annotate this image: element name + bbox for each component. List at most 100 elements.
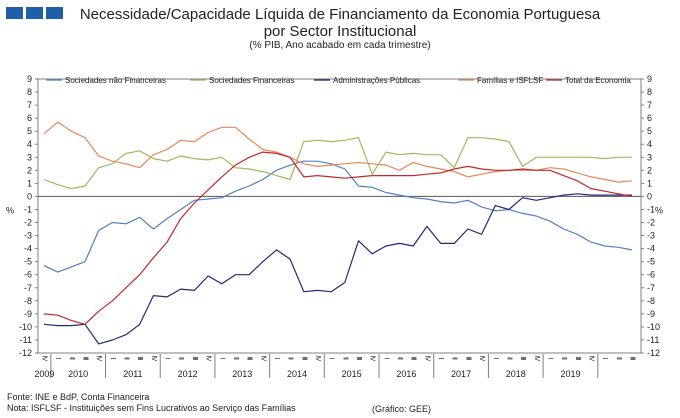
quarter-label: I	[492, 358, 499, 360]
quarter-label: III	[355, 357, 362, 361]
quarter-label: I	[218, 358, 225, 360]
legend-label: Famílias e ISFLSF	[477, 76, 543, 85]
year-label: 2010	[68, 369, 88, 379]
y-axis-label-left: %	[6, 205, 14, 215]
plot-frame	[37, 78, 642, 354]
y-tick-label-left: 6	[27, 113, 32, 123]
chart-title: Necessidade/Capacidade Líquida de Financ…	[79, 6, 601, 23]
chart-title-line2: por Sector Institucional	[263, 23, 417, 40]
y-tick-label-right: -2	[647, 218, 655, 228]
quarter-label: III	[191, 357, 198, 361]
y-tick-label-right: -12	[647, 348, 660, 358]
quarter-label: II	[232, 357, 239, 360]
y-tick-label-right: 7	[647, 100, 652, 110]
quarter-label: II	[341, 357, 348, 360]
y-tick-label-left: -12	[19, 348, 32, 358]
quarter-label: I	[54, 358, 61, 360]
quarter-label: III	[82, 357, 89, 361]
quarter-label: I	[437, 358, 444, 360]
gee-logo	[6, 7, 63, 19]
quarter-label: III	[629, 357, 636, 361]
quarter-label: II	[396, 357, 403, 360]
year-label: 2009	[34, 369, 54, 379]
y-tick-label-left: -5	[24, 257, 32, 267]
legend: Sociedades não Financeiras Sociedades Fin…	[46, 76, 631, 85]
y-tick-label-right: 5	[647, 126, 652, 136]
quarter-label: IV	[533, 356, 540, 362]
y-tick-label-left: -1	[24, 204, 32, 214]
year-label: 2011	[123, 369, 142, 379]
y-tick-label-left: -6	[24, 270, 32, 280]
quarter-label: III	[246, 357, 253, 361]
quarter-label: III	[136, 357, 143, 361]
y-tick-label-left: 4	[27, 139, 32, 149]
y-tick-label-right: -6	[647, 270, 655, 280]
year-label: 2019	[560, 369, 580, 379]
y-tick-label-left: -7	[24, 283, 32, 293]
quarter-label: III	[519, 357, 526, 361]
y-tick-label-left: -4	[24, 244, 32, 254]
quarter-label: I	[601, 358, 608, 360]
y-tick-label-right: -7	[647, 283, 655, 293]
y-tick-label-left: 8	[27, 87, 32, 97]
source-note: Fonte: INE e BdP, Conta Financeira	[7, 392, 150, 402]
quarter-label: IV	[587, 356, 594, 362]
y-tick-label-right: 8	[647, 87, 652, 97]
y-axis-label-right: %	[655, 205, 663, 215]
quarter-label: I	[109, 358, 116, 360]
legend-label: Sociedades Financeiras	[209, 76, 294, 85]
quarter-label: III	[300, 357, 307, 361]
year-label: 2016	[396, 369, 416, 379]
y-tick-label-right: -3	[647, 231, 655, 241]
y-tick-label-left: 7	[27, 100, 32, 110]
y-tick-label-left: -9	[24, 309, 32, 319]
quarter-label: II	[177, 357, 184, 360]
year-label: 2013	[232, 369, 252, 379]
quarter-label: II	[505, 357, 512, 360]
quarter-label: III	[410, 357, 417, 361]
quarter-label: I	[382, 358, 389, 360]
y-tick-label-left: 5	[27, 126, 32, 136]
footnote: Nota: ISFLSF - Instituições sem Fins Luc…	[7, 403, 296, 413]
y-tick-label-left: 1	[27, 178, 32, 188]
y-tick-label-right: -10	[647, 322, 660, 332]
y-tick-label-left: 3	[27, 152, 32, 162]
legend-label: Administrações Públicas	[333, 76, 420, 85]
y-tick-label-left: -11	[20, 335, 32, 345]
quarter-label: II	[123, 357, 130, 360]
year-label: 2014	[287, 369, 307, 379]
quarter-label: I	[273, 358, 280, 360]
y-tick-label-right: 9	[647, 74, 652, 84]
y-tick-label-left: -3	[24, 231, 32, 241]
year-label: 2017	[451, 369, 471, 379]
y-tick-label-right: -1	[647, 204, 655, 214]
legend-label: Total da Economia	[565, 76, 631, 85]
quarter-label: III	[464, 357, 471, 361]
y-tick-label-left: 2	[27, 165, 32, 175]
quarter-label: II	[560, 357, 567, 360]
quarter-label: II	[451, 357, 458, 360]
quarter-label: II	[615, 357, 622, 360]
y-tick-label-right: 4	[647, 139, 652, 149]
y-tick-label-right: -4	[647, 244, 655, 254]
y-tick-label-right: 0	[647, 191, 652, 201]
graphic-credit: (Gráfico: GEE)	[372, 404, 432, 414]
y-tick-label-left: 9	[27, 74, 32, 84]
quarter-label: IV	[259, 356, 266, 362]
quarter-label: II	[287, 357, 294, 360]
quarter-label: IV	[41, 356, 48, 362]
y-tick-label-right: 6	[647, 113, 652, 123]
y-tick-label-left: -8	[24, 296, 32, 306]
y-tick-label-right: -5	[647, 257, 655, 267]
quarter-label: IV	[150, 356, 157, 362]
quarter-label: II	[68, 357, 75, 360]
quarter-label: IV	[314, 356, 321, 362]
quarter-label: I	[164, 358, 171, 360]
y-tick-label-left: -2	[24, 218, 32, 228]
chart-subtitle: (% PIB, Ano acabado em cada trimestre)	[249, 40, 431, 51]
series-line	[43, 160, 633, 273]
year-label: 2012	[178, 369, 198, 379]
series-line	[43, 137, 632, 190]
quarter-label: IV	[423, 356, 430, 362]
quarter-label: I	[546, 358, 553, 360]
